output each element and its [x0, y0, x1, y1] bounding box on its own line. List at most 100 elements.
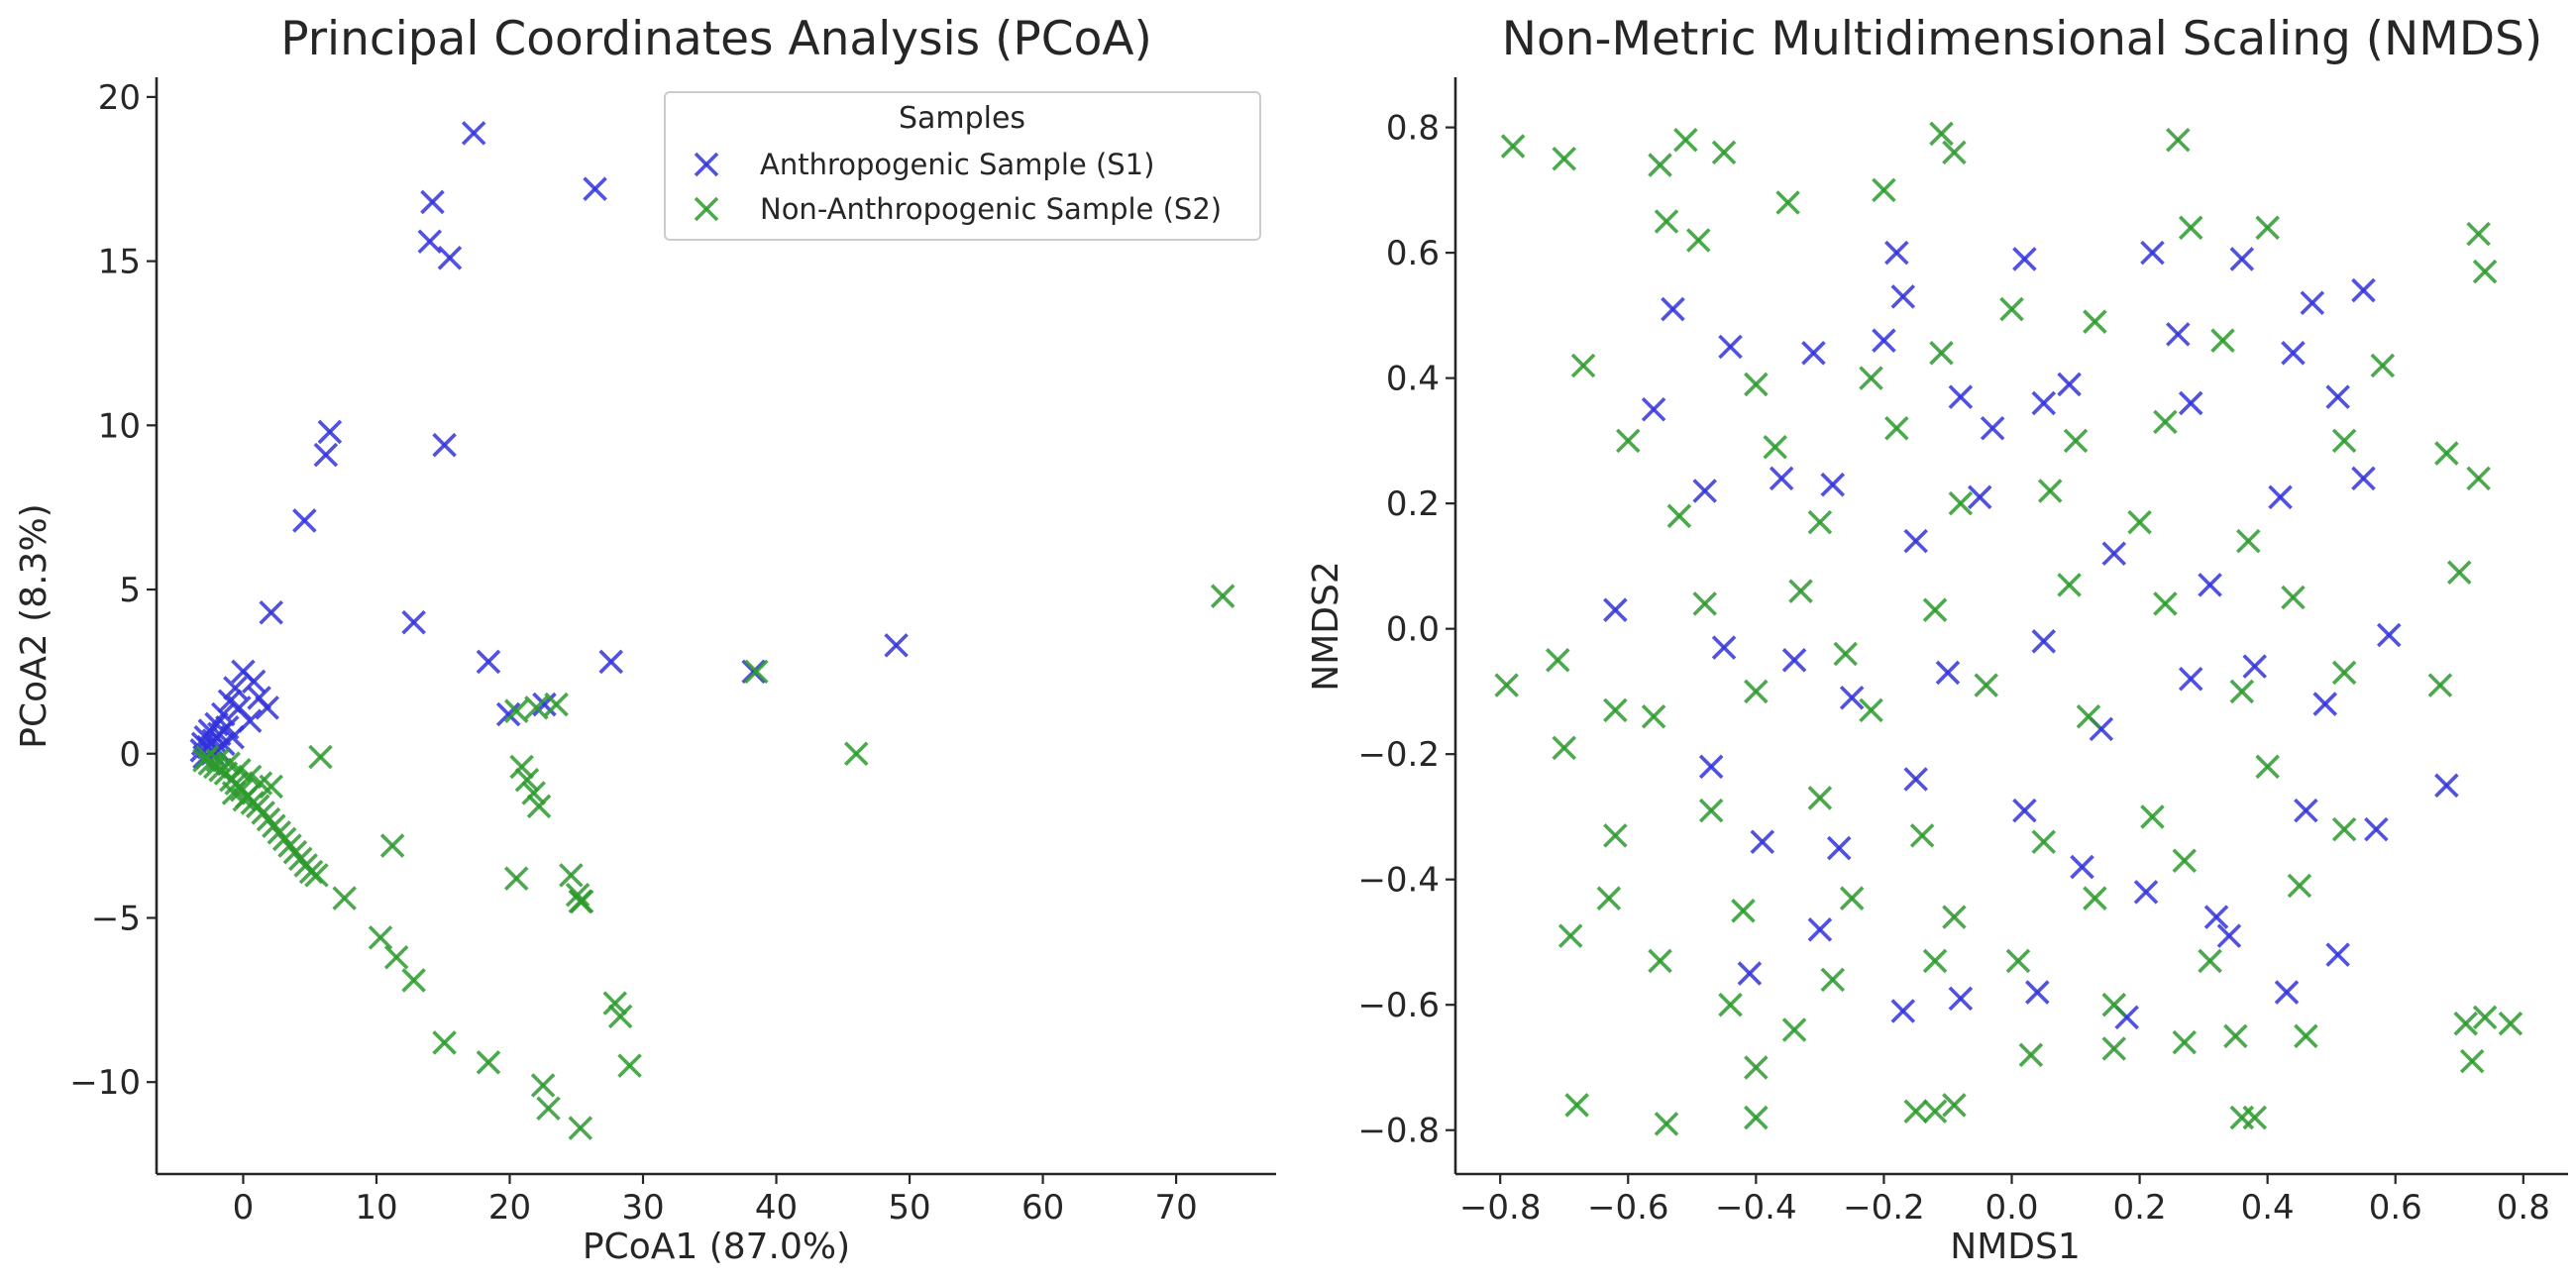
nmds-point-s1 — [1698, 754, 1724, 780]
nmds-point-s2 — [2255, 215, 2280, 241]
nmds-point-s2 — [1942, 1093, 1967, 1118]
pcoa-point-s1 — [437, 246, 463, 270]
pcoa-point-s2 — [221, 781, 247, 805]
nmds-x-tick-label: 0.4 — [2241, 1188, 2295, 1228]
pcoa-point-s1 — [495, 701, 521, 727]
nmds-point-s2 — [2083, 886, 2107, 910]
nmds-point-s1 — [2198, 573, 2222, 597]
pcoa-point-s1 — [401, 609, 426, 635]
pcoa-point-s2 — [530, 1073, 556, 1098]
nmds-point-s2 — [1570, 353, 1596, 378]
nmds-point-s2 — [2140, 804, 2165, 829]
nmds-point-s2 — [2498, 1011, 2523, 1036]
nmds-point-s2 — [2459, 1048, 2485, 1074]
nmds-point-s2 — [1929, 121, 1954, 147]
pcoa-point-s2 — [503, 698, 529, 723]
nmds-point-s2 — [1615, 428, 1641, 454]
nmds-point-s2 — [1922, 597, 1948, 622]
nmds-point-s2 — [2236, 528, 2261, 554]
nmds-point-s2 — [2127, 509, 2152, 535]
nmds-point-s2 — [2083, 309, 2107, 334]
nmds-point-s2 — [1654, 1112, 1679, 1136]
nmds-point-s1 — [2178, 390, 2203, 416]
nmds-point-s2 — [2057, 573, 2082, 597]
pcoa-point-s1 — [223, 676, 248, 700]
pcoa-x-axis-label: PCoA1 (87.0%) — [583, 1227, 850, 1267]
pcoa-point-s2 — [607, 1004, 633, 1029]
legend: Samples Anthropogenic Sample (S1) Non-An… — [664, 91, 1261, 241]
pcoa-point-s2 — [401, 968, 426, 993]
nmds-point-s2 — [2101, 1036, 2127, 1061]
nmds-point-s2 — [1942, 140, 1967, 165]
nmds-point-s2 — [2153, 409, 2178, 435]
nmds-point-s1 — [2025, 980, 2050, 1005]
nmds-point-s2 — [2037, 479, 2063, 503]
nmds-point-s2 — [2172, 848, 2198, 873]
nmds-point-s2 — [1820, 967, 1846, 993]
nmds-point-s2 — [2255, 754, 2280, 780]
nmds-point-s1 — [2434, 773, 2459, 799]
nmds-point-s2 — [2294, 1023, 2318, 1049]
nmds-point-s2 — [1641, 703, 1666, 729]
nmds-point-s2 — [2210, 328, 2235, 353]
nmds-point-s2 — [1666, 503, 1692, 529]
pcoa-y-tick-label: 10 — [98, 406, 141, 446]
nmds-point-s2 — [2198, 948, 2222, 974]
legend-marker-s2-glyph — [694, 196, 719, 222]
nmds-point-s2 — [1596, 886, 1622, 910]
pcoa-point-s2 — [304, 863, 329, 888]
nmds-point-s2 — [2447, 560, 2472, 586]
nmds-point-s1 — [1935, 660, 1961, 686]
nmds-point-s1 — [1872, 328, 1896, 353]
nmds-point-s1 — [1890, 999, 1916, 1023]
nmds-point-s1 — [1980, 415, 2005, 441]
pcoa-point-s2 — [565, 883, 590, 908]
nmds-point-s2 — [1698, 798, 1724, 823]
nmds-point-s2 — [1648, 948, 1672, 974]
nmds-point-s2 — [1922, 948, 1948, 974]
nmds-point-s1 — [1641, 396, 1666, 422]
nmds-point-s1 — [2229, 247, 2255, 271]
pcoa-point-s1 — [241, 669, 267, 695]
nmds-point-s1 — [1750, 829, 1775, 855]
nmds-point-s1 — [2274, 980, 2300, 1005]
nmds-point-s2 — [1731, 899, 1756, 923]
nmds-x-tick-label: 0.2 — [2113, 1188, 2167, 1228]
pcoa-point-s2 — [617, 1053, 642, 1078]
nmds-point-s2 — [1648, 153, 1672, 177]
nmds-point-s1 — [2031, 390, 2057, 416]
nmds-point-s2 — [1744, 1055, 1769, 1080]
pcoa-y-tick-label: −10 — [69, 1063, 141, 1103]
nmds-y-tick-label: 0.6 — [1386, 234, 1440, 273]
nmds-point-s2 — [2101, 992, 2127, 1017]
nmds-point-s2 — [2223, 1023, 2248, 1049]
nmds-point-s2 — [1711, 140, 1737, 165]
pcoa-point-s1 — [259, 599, 283, 625]
nmds-point-s2 — [2178, 215, 2203, 241]
nmds-point-s2 — [2153, 591, 2178, 616]
nmds-point-s2 — [2331, 816, 2357, 842]
nmds-point-s2 — [2242, 1105, 2268, 1130]
pcoa-x-tick-label: 70 — [1154, 1188, 1197, 1228]
nmds-point-s1 — [1807, 917, 1833, 942]
legend-label-s2: Non-Anthropogenic Sample (S2) — [760, 192, 1222, 226]
nmds-point-s1 — [2133, 880, 2159, 905]
legend-marker-s1-glyph — [694, 152, 719, 177]
pcoa-point-s2 — [602, 991, 628, 1016]
nmds-point-s2 — [1884, 415, 1909, 441]
pcoa-point-s2 — [259, 774, 283, 800]
nmds-point-s2 — [1922, 1099, 1948, 1124]
nmds-point-s2 — [1781, 1017, 1807, 1042]
nmds-point-s1 — [1737, 961, 1763, 986]
nmds-point-s2 — [1833, 641, 1858, 667]
nmds-point-s2 — [1685, 228, 1711, 253]
nmds-point-s1 — [2012, 247, 2037, 271]
nmds-y-tick-label: −0.4 — [1357, 861, 1440, 901]
nmds-point-s2 — [2018, 1042, 2044, 1068]
nmds-point-s2 — [1545, 648, 1570, 673]
pcoa-point-s1 — [884, 633, 909, 658]
nmds-point-s1 — [2364, 816, 2389, 842]
pcoa-point-s2 — [379, 833, 405, 858]
pcoa-y-tick-label: 0 — [119, 735, 141, 775]
